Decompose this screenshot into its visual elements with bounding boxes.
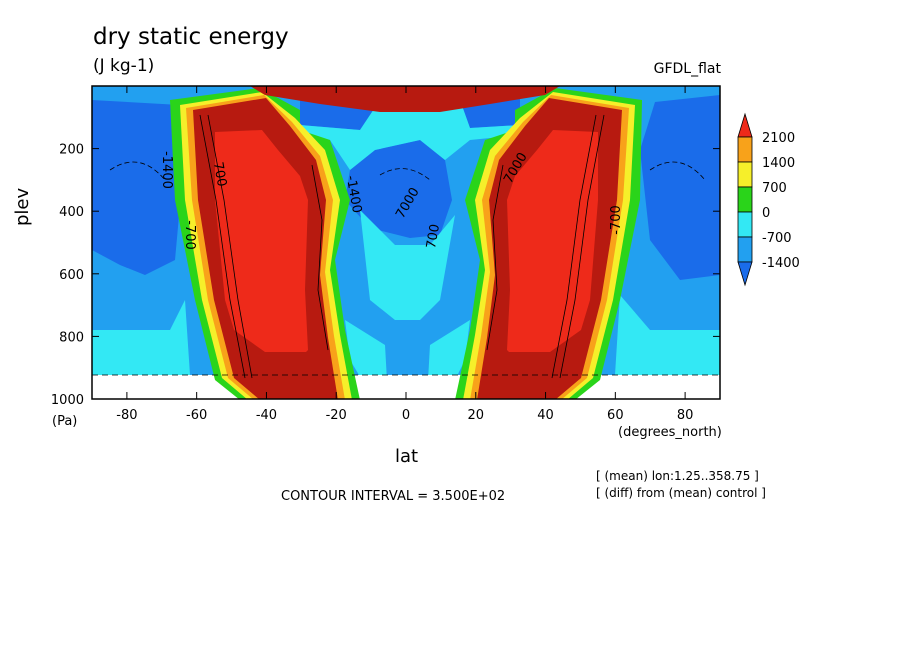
contour-label: 700: [424, 223, 443, 250]
contour-field: [92, 86, 720, 399]
y-tick-label: 600: [59, 268, 84, 283]
x-tick-label: 20: [468, 408, 485, 423]
contour-line: [311, 164, 329, 351]
x-tick-label: 60: [607, 408, 624, 423]
x-tick-label: -40: [256, 408, 277, 423]
y-axis-label: plev: [12, 187, 33, 226]
dataset-label: GFDL_flat: [653, 61, 721, 77]
contour-line: [199, 114, 246, 379]
field-dark-blue-left: [92, 100, 185, 275]
field-cyan-left: [92, 300, 190, 375]
colorbar-swatch: [737, 236, 753, 263]
field-red-left-core: [215, 130, 308, 352]
x-tick-label: 80: [677, 408, 694, 423]
y-tick-label: 400: [59, 205, 84, 220]
field-cyan-center: [360, 210, 455, 320]
meta-line-diff: [ (diff) from (mean) control ]: [596, 486, 766, 500]
colorbar-label: 0: [762, 206, 770, 221]
x-axis-label: lat: [395, 446, 419, 467]
y-tick-label: 200: [59, 143, 84, 158]
field-cyan-upper: [270, 100, 535, 170]
colorbar-label: 1400: [762, 156, 795, 171]
meta-line-mean: [ (mean) lon:1.25..358.75 ]: [596, 469, 759, 483]
contour-line: [486, 164, 504, 351]
colorbar-bottom-arrow: [737, 261, 753, 287]
y-axis-ticks: 200 400 600 800 1000: [51, 143, 720, 408]
y-tick-label: 800: [59, 330, 84, 345]
field-dark-blue-center: [345, 140, 452, 238]
x-axis-units: (degrees_north): [618, 425, 722, 440]
contour-label: 700: [210, 161, 229, 188]
y-tick-label: 1000: [51, 393, 84, 408]
field-top-band: [250, 86, 560, 112]
contour-line: [551, 114, 597, 379]
colorbar-top-arrow: [737, 112, 753, 138]
contour-line-dashed: [379, 168, 431, 181]
contour-line: [559, 114, 605, 379]
colorbar-swatch: [737, 136, 753, 163]
colorbar-label: -1400: [762, 256, 800, 271]
colorbar: 2100 1400 700 0 -700 -1400: [737, 112, 800, 287]
colorbar-label: 700: [762, 181, 787, 196]
x-tick-label: 0: [402, 408, 410, 423]
contour-interval: CONTOUR INTERVAL = 3.500E+02: [281, 489, 506, 504]
contour-label: -1400: [343, 174, 364, 214]
x-tick-label: -20: [326, 408, 347, 423]
y-axis-units: (Pa): [52, 414, 78, 429]
field-cyan-right: [615, 295, 720, 375]
contour-label: -700: [609, 205, 624, 235]
chart-units: (J kg-1): [93, 56, 155, 76]
colorbar-swatch: [737, 186, 753, 213]
field-dark-blue-right: [640, 95, 720, 280]
contour-label: -1400: [159, 151, 174, 189]
x-axis-ticks: -80 -60 -40 -20 0 20 40 60 80: [116, 86, 693, 423]
x-tick-label: 40: [537, 408, 554, 423]
colorbar-label: 2100: [762, 131, 795, 146]
colorbar-swatch: [737, 211, 753, 238]
chart-title: dry static energy: [93, 24, 289, 50]
colorbar-label: -700: [762, 231, 792, 246]
x-tick-label: -60: [186, 408, 207, 423]
x-tick-label: -80: [116, 408, 137, 423]
colorbar-swatch: [737, 161, 753, 188]
contour-label: -700: [182, 220, 197, 250]
contour-line: [207, 114, 253, 379]
contour-lines: [92, 114, 720, 379]
